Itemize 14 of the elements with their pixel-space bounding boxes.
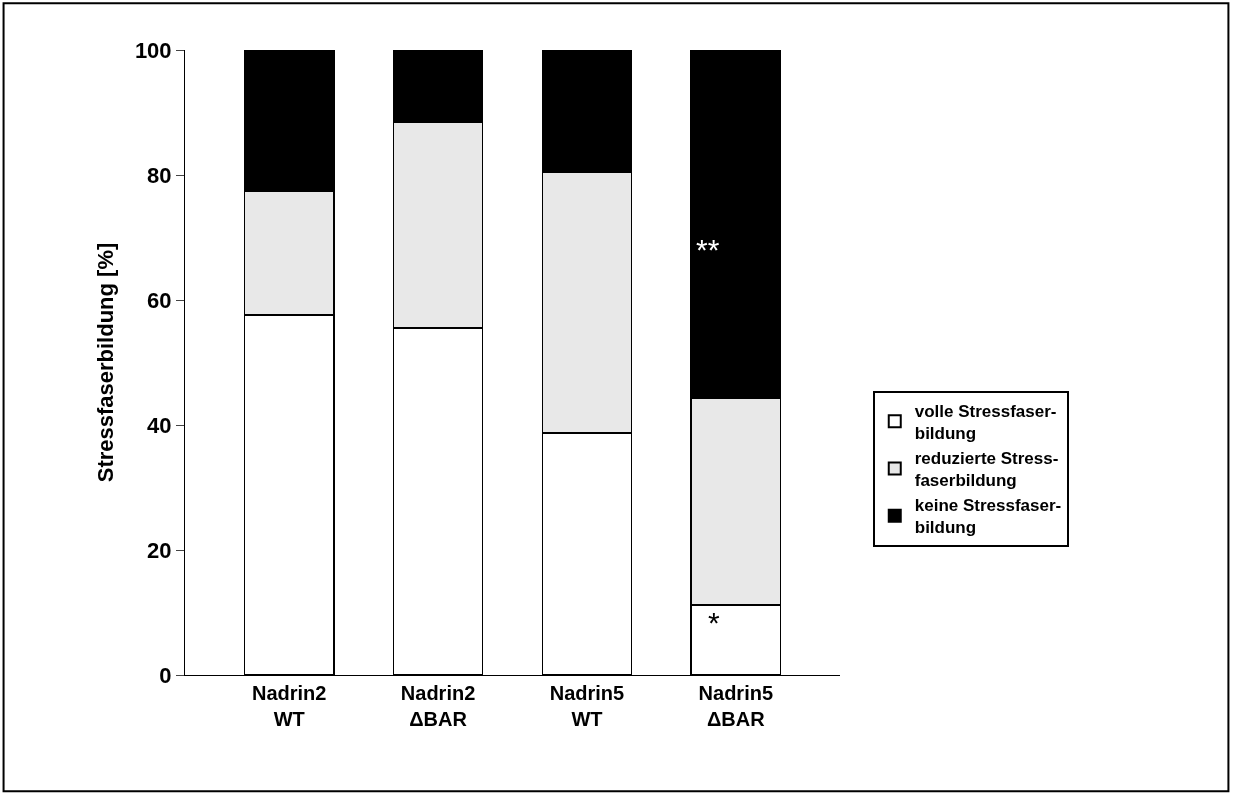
y-tick-label: 40: [147, 412, 172, 438]
x-tick-label: Nadrin5 WT: [549, 682, 625, 730]
y-tick-label: 60: [147, 287, 172, 313]
annotation: **: [696, 233, 720, 266]
y-tick-label: 20: [147, 537, 172, 563]
annotation: *: [708, 606, 720, 639]
y-tick-label: 100: [134, 37, 172, 63]
x-tick-label: Nadrin5 ΔBAR: [698, 682, 774, 730]
legend-label: keine Stressfaser- bildung: [914, 496, 1062, 538]
y-axis-title: Stressfaserbildung [%]: [92, 242, 118, 483]
x-tick-label: Nadrin2 WT: [251, 682, 327, 730]
y-tick-label: 0: [159, 662, 172, 688]
y-tick-label: 80: [147, 162, 172, 188]
x-tick-label: Nadrin2 ΔBAR: [400, 682, 476, 730]
